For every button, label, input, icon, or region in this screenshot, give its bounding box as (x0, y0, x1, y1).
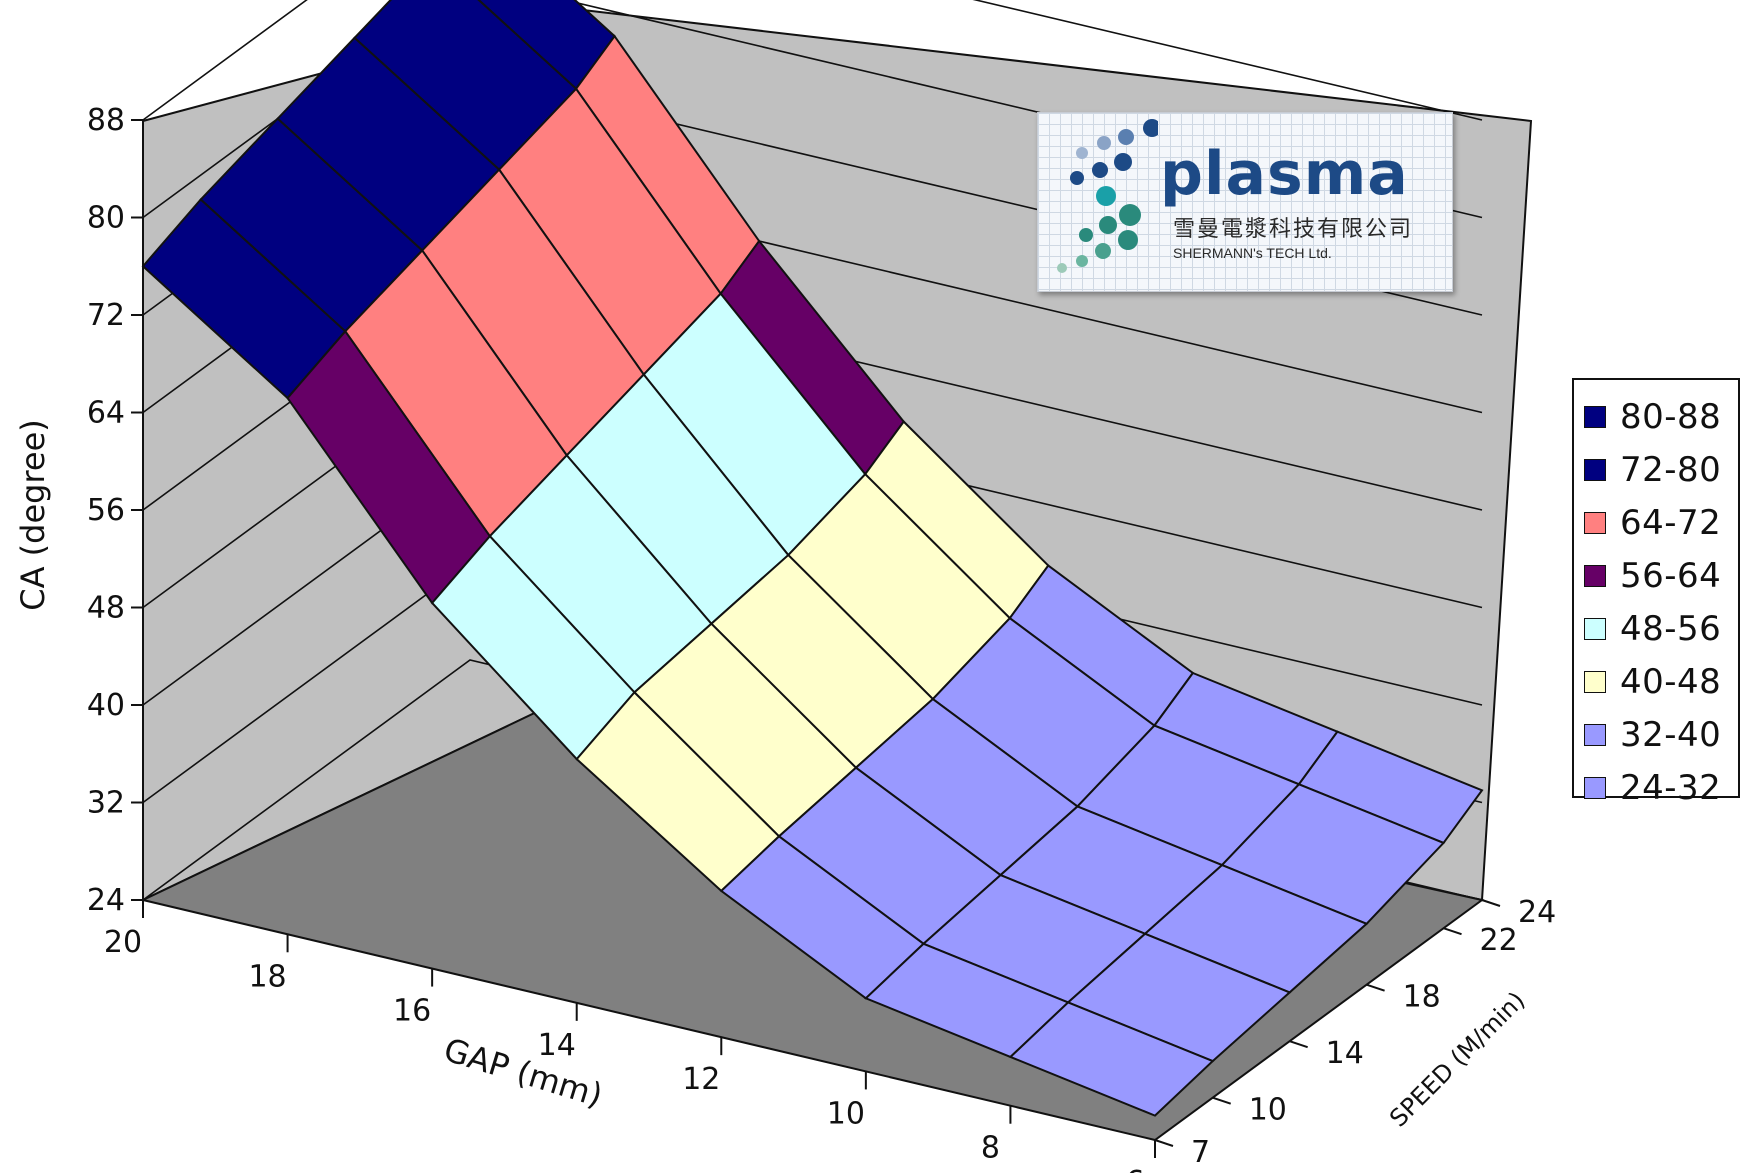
z-tick-label: 88 (87, 103, 125, 138)
legend-label: 24-32 (1620, 767, 1722, 808)
legend-swatch (1584, 670, 1606, 693)
z-tick-label: 24 (87, 883, 125, 918)
gap-tick-label: 18 (248, 959, 286, 994)
legend-item: 64-72 (1584, 496, 1738, 549)
legend-label: 64-72 (1620, 502, 1722, 543)
speed-tick-mark (1154, 1139, 1174, 1147)
gap-tick-label: 14 (538, 1028, 576, 1063)
z-tick-label: 72 (87, 298, 125, 333)
legend-label: 80-88 (1620, 396, 1722, 437)
z-tick-label: 32 (87, 786, 125, 821)
speed-tick-label: 14 (1326, 1036, 1364, 1071)
legend-item: 72-80 (1584, 443, 1738, 496)
logo-wordmark: plasma (1160, 139, 1409, 209)
gap-axis-title: GAP (mm) (439, 1030, 606, 1114)
logo-dots-icon (1057, 119, 1158, 273)
legend-item: 32-40 (1584, 708, 1738, 761)
speed-tick-label: 22 (1480, 923, 1518, 958)
surface (141, 0, 1484, 1117)
legend-label: 40-48 (1620, 661, 1722, 702)
legend-label: 72-80 (1620, 449, 1722, 490)
gap-tick-label: 6 (1125, 1165, 1144, 1173)
legend-swatch (1584, 617, 1606, 640)
speed-tick-label: 24 (1518, 895, 1556, 930)
legend-item: 40-48 (1584, 655, 1738, 708)
gap-tick-label: 10 (827, 1096, 865, 1131)
legend-swatch (1584, 405, 1606, 428)
logo-company-english: SHERMANN's TECH Ltd. (1173, 245, 1332, 261)
legend-label: 56-64 (1620, 555, 1722, 596)
legend-item: 80-88 (1584, 390, 1738, 443)
plasma-logo: plasma 雪曼電漿科技有限公司 SHERMANN's TECH Ltd. (1037, 112, 1453, 292)
legend-label: 32-40 (1620, 714, 1722, 755)
z-axis-ticks: 88 80 72 64 56 48 40 32 24 (87, 103, 143, 918)
surface-patch (1008, 1001, 1215, 1117)
z-gridline (142, 0, 1483, 121)
speed-tick-label: 10 (1249, 1093, 1287, 1128)
legend-item: 24-32 (1584, 761, 1738, 814)
legend-swatch (1584, 511, 1606, 534)
z-axis-title: CA (degree) (14, 419, 52, 611)
speed-tick-label: 18 (1403, 980, 1441, 1015)
speed-tick-mark (1212, 1096, 1232, 1105)
legend: 80-88 72-80 64-72 56-64 48-56 40-48 32-40 24-32 (1572, 378, 1740, 808)
speed-tick-label: 7 (1191, 1135, 1210, 1170)
gap-tick-label: 16 (393, 994, 431, 1029)
gap-tick-label: 8 (981, 1131, 1000, 1166)
speed-tick-mark (1481, 899, 1501, 907)
logo-company-chinese: 雪曼電漿科技有限公司 (1173, 217, 1414, 242)
legend-swatch (1584, 776, 1606, 799)
legend-item: 56-64 (1584, 549, 1738, 602)
legend-swatch (1584, 723, 1606, 746)
z-tick-label: 48 (87, 591, 125, 626)
legend-swatch (1584, 458, 1606, 481)
legend-swatch (1584, 564, 1606, 587)
legend-item: 48-56 (1584, 602, 1738, 655)
z-tick-label: 56 (87, 493, 125, 528)
speed-tick-mark (1366, 983, 1385, 992)
z-tick-label: 80 (87, 201, 125, 236)
z-tick-label: 64 (87, 396, 125, 431)
gap-tick-label: 12 (682, 1062, 720, 1097)
gap-tick-label: 20 (104, 925, 142, 960)
legend-label: 48-56 (1620, 608, 1722, 649)
speed-tick-mark (1443, 927, 1462, 936)
z-tick-label: 40 (87, 688, 125, 723)
gap-axis-ticks: 20 18 16 14 12 10 8 6 (104, 900, 1156, 1173)
speed-tick-mark (1289, 1040, 1308, 1049)
